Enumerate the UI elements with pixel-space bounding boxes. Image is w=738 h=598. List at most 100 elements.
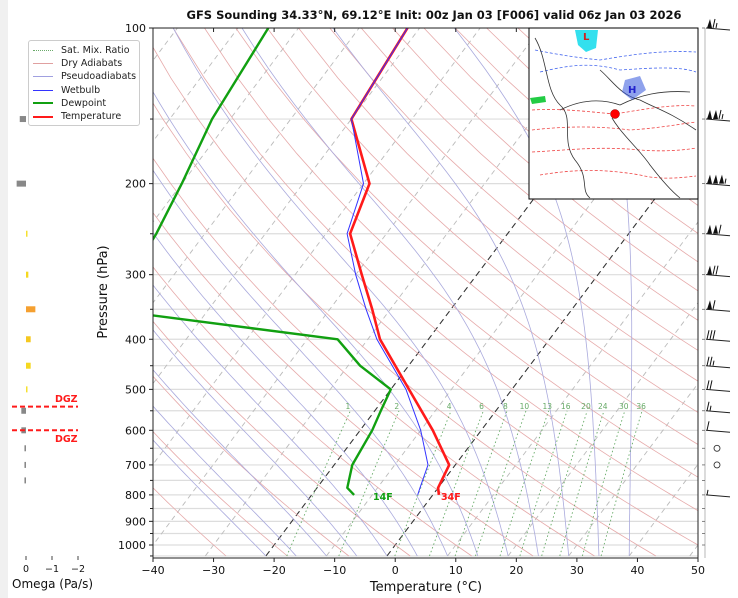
figure-left-edge xyxy=(0,0,8,598)
omega-axis-label: Omega (Pa/s) xyxy=(12,577,93,591)
mixing-ratio-label: 6 xyxy=(479,402,484,411)
isotherm-line xyxy=(447,221,698,557)
calm-wind-circle xyxy=(713,444,721,452)
mixing-ratio-line xyxy=(600,410,643,557)
mixing-ratio-label: 20 xyxy=(581,402,591,411)
y-tick-label: 1000 xyxy=(118,539,146,552)
barb-full xyxy=(718,109,722,120)
wind-barb xyxy=(705,265,731,278)
inset-border xyxy=(559,91,691,111)
barb-pennant xyxy=(707,224,712,234)
pseudoadiabat-line xyxy=(153,405,297,557)
dry-adiabat-line xyxy=(153,157,595,557)
barb-staff xyxy=(705,308,731,312)
isotherm-line xyxy=(153,28,360,304)
barb-full xyxy=(709,356,713,366)
legend-swatch xyxy=(33,89,53,91)
series-layer xyxy=(153,28,451,496)
legend-label: Pseudoadiabats xyxy=(61,71,137,83)
pseudoadiabat-line xyxy=(153,284,388,557)
dry-adiabat-line xyxy=(153,212,534,557)
barb-pennant xyxy=(707,19,712,28)
pseudoadiabat-line xyxy=(153,169,448,557)
dry-adiabat-line xyxy=(153,46,698,546)
x-tick-label: 30 xyxy=(570,564,584,577)
legend-label: Sat. Mix. Ratio xyxy=(61,45,130,56)
wind-barb xyxy=(705,174,731,187)
barb-full xyxy=(709,330,713,340)
barb-full xyxy=(712,300,716,310)
dry-adiabat-line xyxy=(204,28,698,478)
barb-staff xyxy=(705,118,731,122)
dewpoint-profile-line xyxy=(153,28,392,496)
isotherm-line xyxy=(153,28,299,223)
temperature-profile-line xyxy=(348,28,451,496)
omega-bar xyxy=(26,336,31,343)
x-tick-label: 40 xyxy=(630,564,644,577)
pseudoadiabat-line xyxy=(453,28,600,557)
dry-adiabat-line xyxy=(153,487,227,557)
legend-label: Temperature xyxy=(61,111,122,122)
pseudoadiabat-line xyxy=(153,439,267,557)
legend-swatch xyxy=(33,63,53,65)
x-tick-label: −20 xyxy=(263,564,286,577)
inset-border xyxy=(611,117,681,199)
inset-contour xyxy=(531,121,697,131)
barb-full xyxy=(718,224,722,234)
wind-barb xyxy=(713,461,721,469)
pseudoadiabat-line xyxy=(172,28,509,557)
legend-swatch xyxy=(33,50,53,51)
mixing-ratio-line xyxy=(338,410,400,557)
mixing-ratio-line xyxy=(475,410,527,557)
barb-pennant xyxy=(707,265,712,275)
x-tick-label: 20 xyxy=(509,564,523,577)
omega-panel: 0 −1 −2 xyxy=(12,116,85,575)
barb-pennant xyxy=(707,110,712,120)
mixing-ratio-label: 1 xyxy=(346,402,351,411)
surface-dewpoint-label: 14F xyxy=(373,492,393,503)
mixing-ratio-label: 36 xyxy=(636,402,646,411)
inset-high-label: H xyxy=(628,85,636,96)
barb-pennant xyxy=(707,174,712,184)
omega-bar xyxy=(24,461,26,468)
isotherm-line xyxy=(568,382,698,557)
inset-contour xyxy=(539,170,697,179)
mixing-ratio-line xyxy=(541,410,588,557)
barb-half xyxy=(706,489,709,495)
barb-staff xyxy=(705,365,731,369)
inset-contour xyxy=(539,64,697,73)
omega-bar xyxy=(26,271,29,278)
pseudoadiabat-line xyxy=(332,28,570,557)
barb-staff xyxy=(705,410,731,414)
wind-barb xyxy=(705,401,731,414)
barb-full xyxy=(712,18,716,29)
x-tick-label: −10 xyxy=(323,564,346,577)
barb-staff xyxy=(705,27,731,31)
legend-swatch xyxy=(33,115,53,118)
mixing-ratio-label: 13 xyxy=(542,402,552,411)
dry-adiabat-line xyxy=(360,28,698,321)
barb-staff xyxy=(705,494,731,498)
y-tick-label: 100 xyxy=(125,22,146,35)
barb-full xyxy=(712,265,716,275)
barb-staff xyxy=(705,338,731,342)
surface-temperature-label: 34F xyxy=(441,492,461,503)
isotherm-line xyxy=(153,28,239,143)
mixing-ratio-line xyxy=(394,410,452,557)
inset-contour xyxy=(531,105,697,115)
dry-adiabat-line xyxy=(153,430,288,557)
omega-bar xyxy=(26,362,31,369)
dry-adiabat-line xyxy=(392,28,698,292)
y-tick-label: 900 xyxy=(125,515,146,528)
mixing-ratio-line xyxy=(454,410,508,557)
legend-item: Sat. Mix. Ratio xyxy=(33,44,130,57)
x-tick-label: 10 xyxy=(449,564,463,577)
barb-full xyxy=(706,421,710,431)
wind-barb xyxy=(705,380,731,392)
barb-full xyxy=(712,330,716,340)
omega-bar xyxy=(21,407,26,414)
x-axis-label: Temperature (°C) xyxy=(369,580,482,595)
wind-barb xyxy=(705,489,731,498)
legend-item: Pseudoadiabats xyxy=(33,70,136,83)
legend-label: Wetbulb xyxy=(61,84,101,96)
